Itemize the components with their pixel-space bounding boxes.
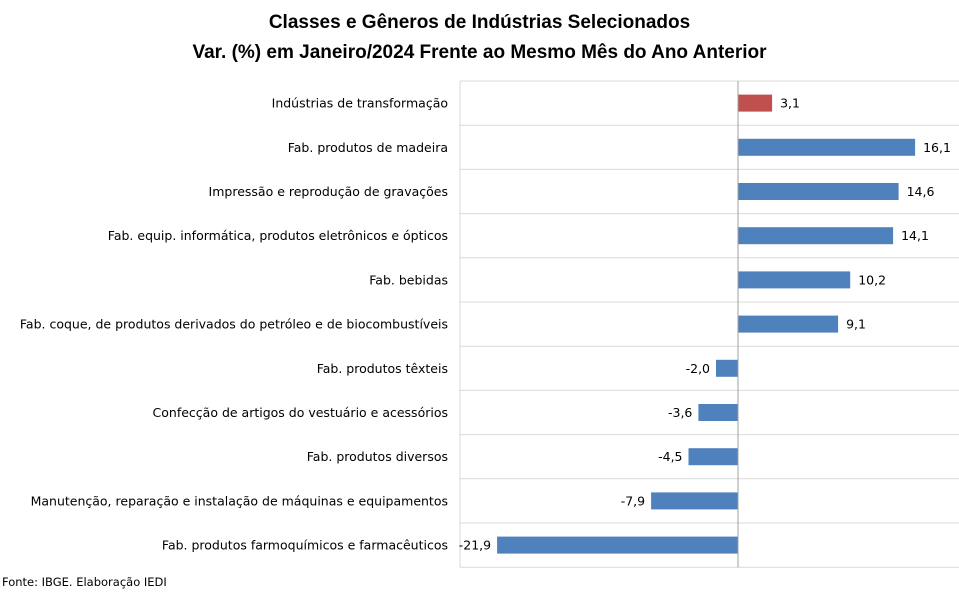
data-label: 16,1: [923, 140, 951, 155]
category-label: Fab. produtos farmoquímicos e farmacêuti…: [162, 538, 448, 553]
bar: [651, 492, 738, 510]
category-label: Fab. produtos têxteis: [317, 361, 448, 376]
data-label: -21,9: [459, 538, 491, 553]
data-label: 10,2: [858, 272, 886, 287]
data-label: -4,5: [658, 449, 682, 464]
data-label: 14,1: [901, 228, 929, 243]
category-label: Fab. produtos diversos: [307, 449, 448, 464]
bar: [698, 404, 738, 421]
data-label: 9,1: [846, 317, 866, 332]
category-label: Fab. coque, de produtos derivados do pet…: [20, 317, 448, 332]
data-label: -3,6: [668, 405, 692, 420]
category-label: Fab. produtos de madeira: [288, 140, 448, 155]
chart-title: Classes e Gêneros de Indústrias Selecion…: [268, 12, 691, 33]
bar: [738, 138, 916, 156]
category-label: Fab. equip. informática, produtos eletrô…: [108, 228, 448, 243]
category-label: Confecção de artigos do vestuário e aces…: [153, 405, 448, 420]
bar: [716, 359, 738, 377]
category-label: Indústrias de transformação: [272, 96, 448, 111]
bar: [688, 448, 738, 466]
bar: [738, 271, 851, 289]
category-label: Impressão e reprodução de gravações: [209, 184, 448, 199]
bar: [738, 94, 773, 112]
data-label: 3,1: [780, 96, 800, 111]
chart-subtitle: Var. (%) em Janeiro/2024 Frente ao Mesmo…: [192, 42, 767, 63]
data-label: -2,0: [686, 361, 710, 376]
bar: [497, 536, 738, 554]
category-label: Manutenção, reparação e instalação de má…: [31, 493, 448, 508]
source-note: Fonte: IBGE. Elaboração IEDI: [2, 575, 167, 589]
data-label: -7,9: [621, 493, 645, 508]
bar: [738, 315, 839, 333]
bar: [738, 227, 894, 245]
category-label: Fab. bebidas: [369, 272, 448, 287]
bar: [738, 183, 899, 200]
data-label: 14,6: [907, 184, 935, 199]
